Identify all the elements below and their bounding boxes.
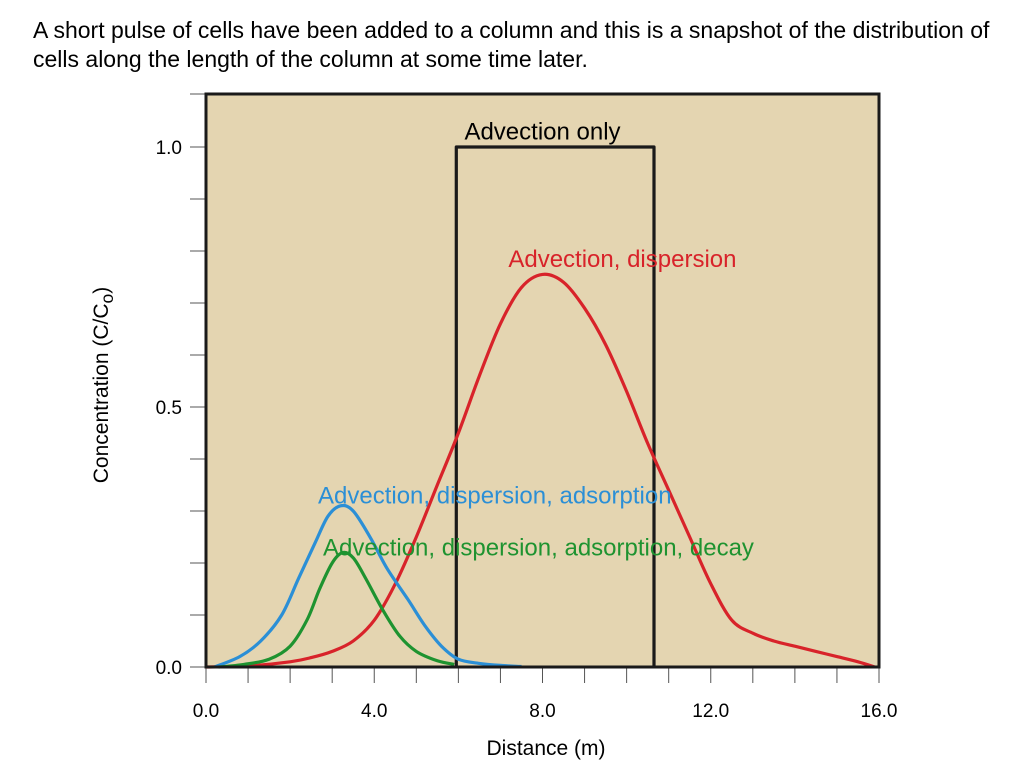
plot-area [206,94,879,667]
plot-frame [204,92,881,669]
y-tick-label: 0.0 [156,658,182,679]
y-tick-label: 0.5 [156,398,182,419]
series-label: Advection, dispersion, adsorption, decay [323,534,754,561]
series-label: Advection, dispersion [508,246,736,273]
series-line [218,550,455,669]
x-axis-label: Distance (m) [486,737,606,760]
x-tick-label: 0.0 [193,701,219,722]
series-line [205,272,876,669]
series-label: Advection, dispersion, adsorption [318,482,672,509]
series-line [454,145,656,667]
x-tick-label: 8.0 [529,701,555,722]
slide-caption: A short pulse of cells have been added t… [33,17,990,72]
x-tick-label: 12.0 [692,701,729,722]
y-tick-label: 1.0 [156,138,182,159]
series-label: Advection only [464,118,620,145]
series-line [213,503,522,669]
x-tick-label: 4.0 [361,701,387,722]
x-tick-label: 16.0 [861,701,898,722]
